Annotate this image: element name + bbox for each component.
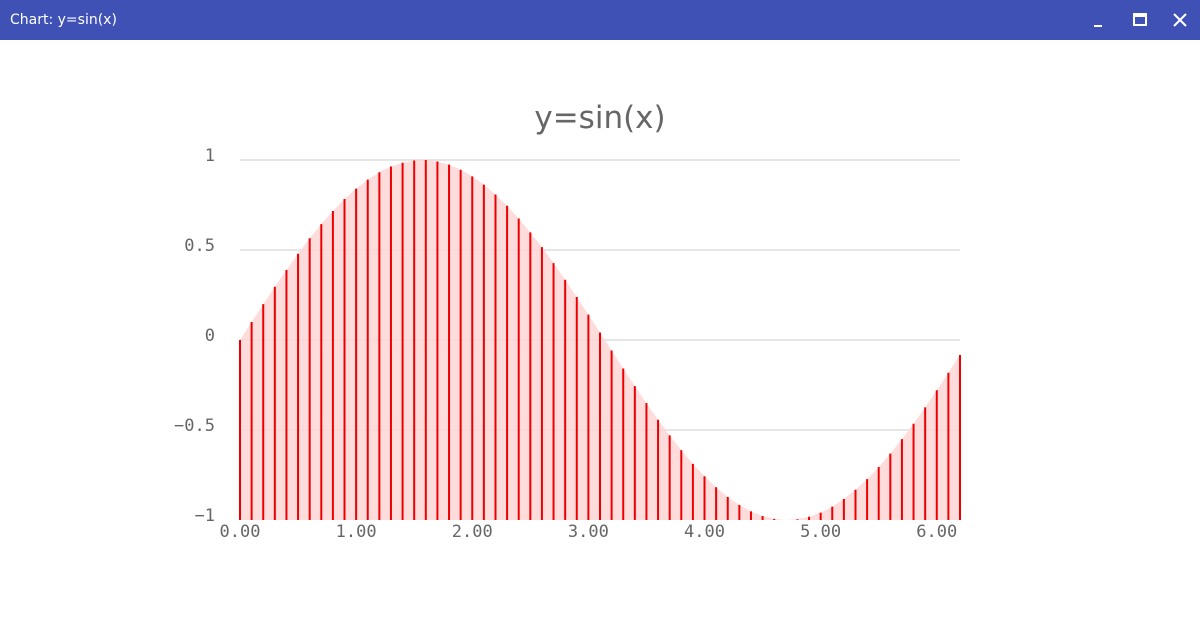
minimize-icon [1094, 25, 1102, 27]
x-tick-label: 6.00 [916, 522, 957, 542]
x-tick-label: 5.00 [800, 522, 841, 542]
y-axis-ticks: 1 0.5 0 −0.5 −1 [174, 146, 215, 526]
series-stems [239, 160, 961, 520]
maximize-icon [1133, 13, 1147, 26]
window-title: Chart: y=sin(x) [10, 12, 117, 28]
y-tick-label: 0 [205, 326, 215, 346]
y-tick-label: 1 [205, 146, 215, 166]
y-tick-label: 0.5 [184, 236, 215, 256]
x-tick-label: 1.00 [336, 522, 377, 542]
chart-title: y=sin(x) [534, 100, 665, 136]
maximize-button[interactable] [1127, 8, 1153, 32]
minimize-button[interactable] [1085, 8, 1111, 32]
x-tick-label: 0.00 [220, 522, 261, 542]
x-tick-label: 3.00 [568, 522, 609, 542]
close-icon [1173, 13, 1187, 27]
y-tick-label: −1 [195, 506, 215, 526]
x-tick-label: 4.00 [684, 522, 725, 542]
x-tick-label: 2.00 [452, 522, 493, 542]
y-tick-label: −0.5 [174, 416, 215, 436]
x-axis-ticks: 0.00 1.00 2.00 3.00 4.00 5.00 6.00 [220, 522, 958, 542]
window-titlebar[interactable]: Chart: y=sin(x) [0, 0, 1200, 40]
close-button[interactable] [1167, 8, 1193, 32]
chart: y=sin(x) 1 0.5 0 −0.5 −1 0.00 1.00 2.00 3.00 4.0… [174, 100, 961, 542]
